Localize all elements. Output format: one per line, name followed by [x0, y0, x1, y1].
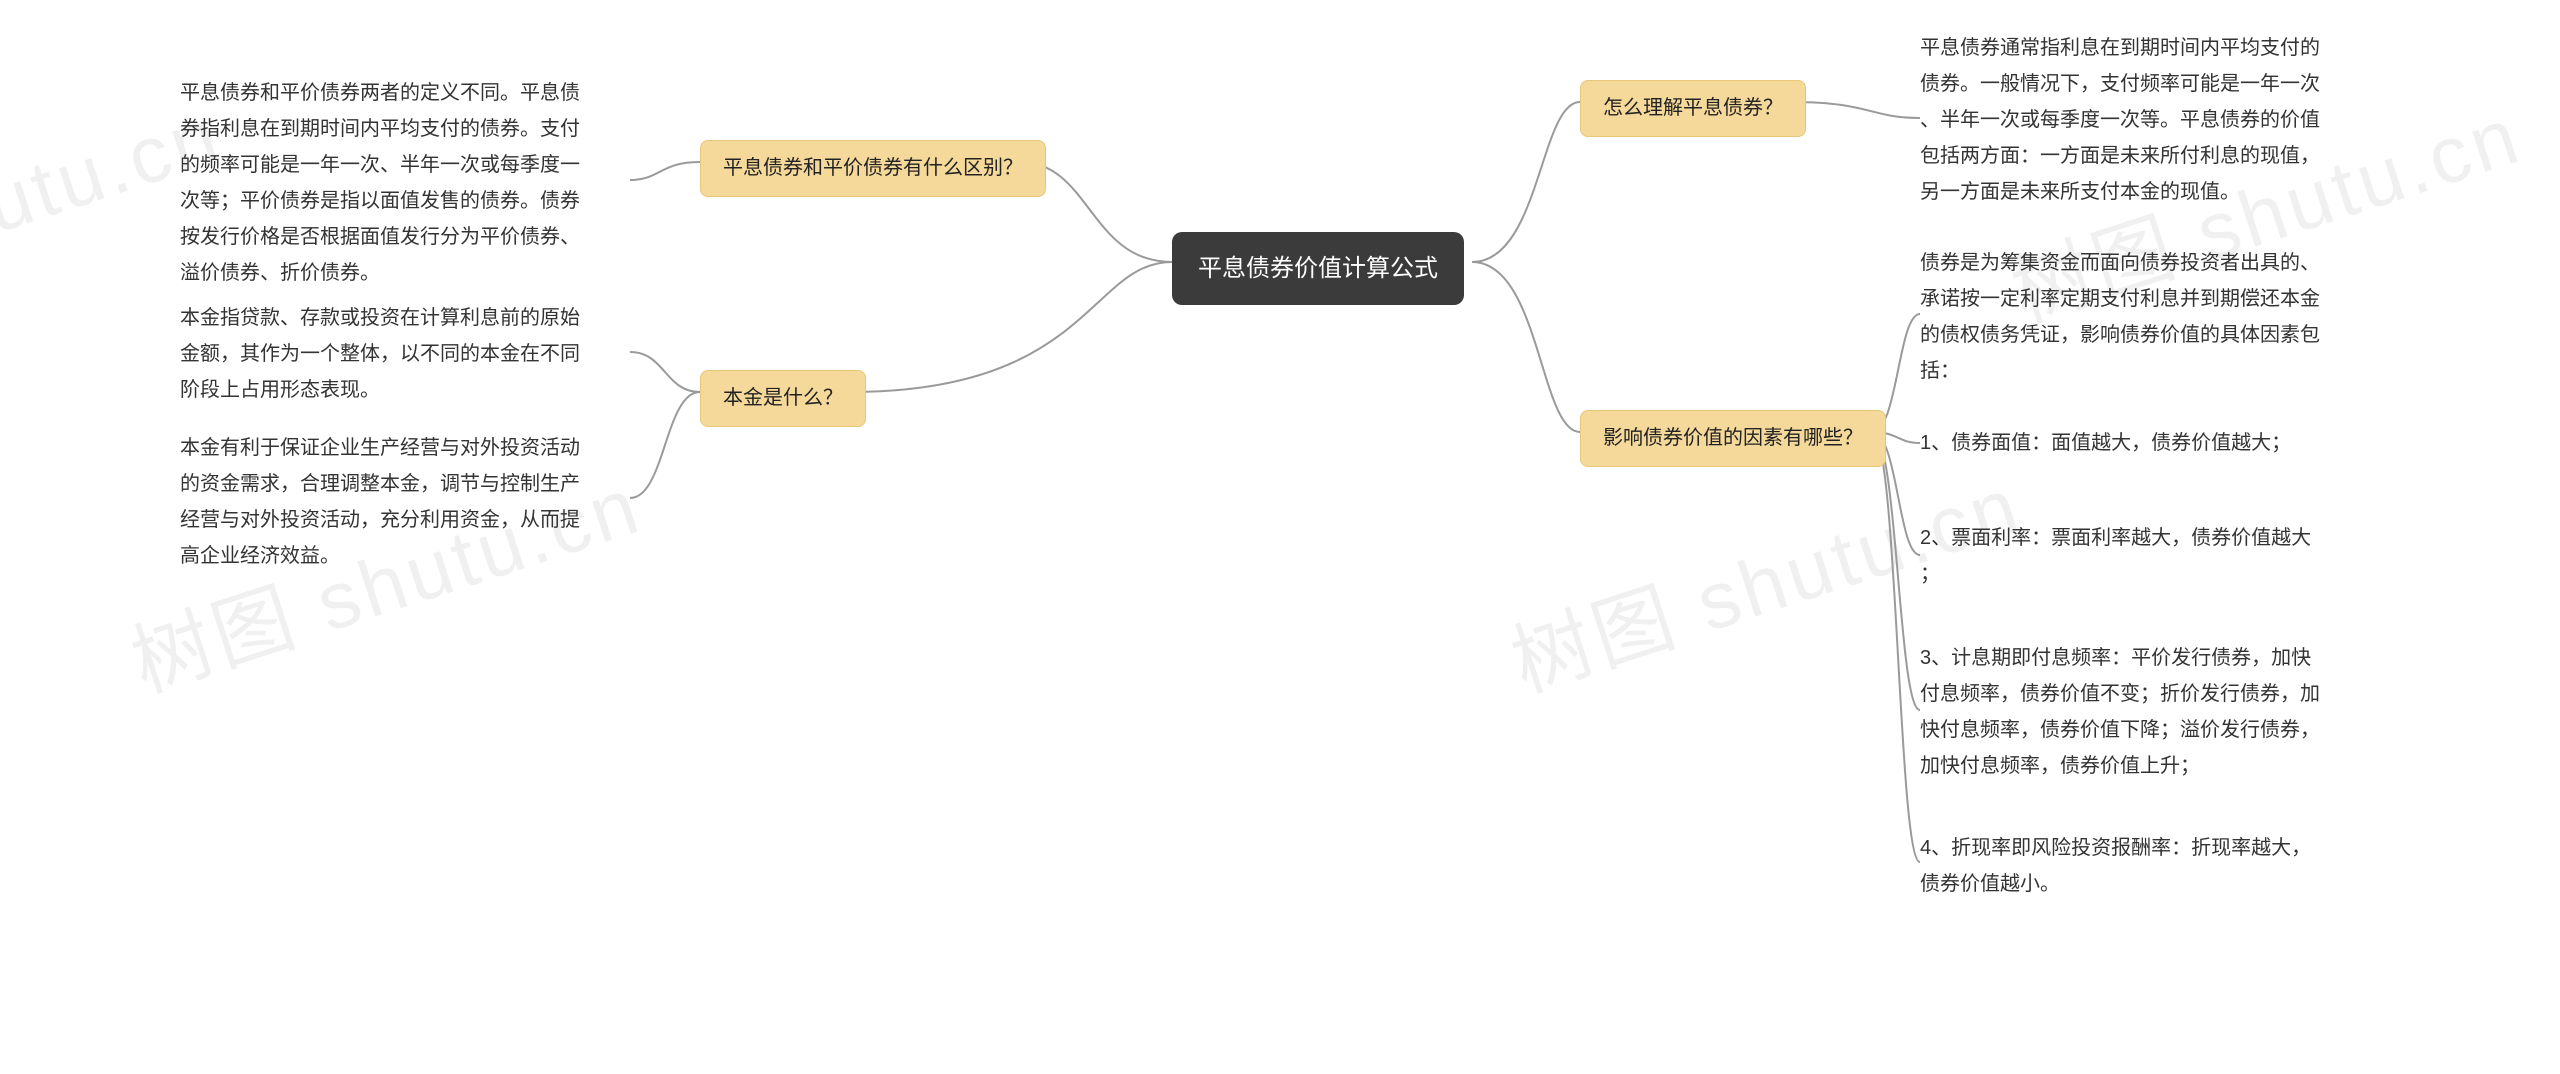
root-node[interactable]: 平息债券价值计算公式 [1172, 232, 1464, 305]
leaf-principal-1: 本金指贷款、存款或投资在计算利息前的原始 金额，其作为一个整体，以不同的本金在不… [180, 300, 630, 408]
leaf-factors-3: 2、票面利率：票面利率越大，债券价值越大 ； [1920, 520, 2370, 592]
leaf-principal-2: 本金有利于保证企业生产经营与对外投资活动 的资金需求，合理调整本金，调节与控制生… [180, 430, 630, 574]
leaf-factors-1: 债券是为筹集资金而面向债券投资者出具的、 承诺按一定利率定期支付利息并到期偿还本… [1920, 245, 2370, 389]
leaf-factors-5: 4、折现率即风险投资报酬率：折现率越大， 债券价值越小。 [1920, 830, 2370, 902]
leaf-factors-4: 3、计息期即付息频率：平价发行债券，加快 付息频率，债券价值不变；折价发行债券，… [1920, 640, 2370, 784]
sub-node-principal[interactable]: 本金是什么？ [700, 370, 866, 427]
leaf-diff-1: 平息债券和平价债券两者的定义不同。平息债 券指利息在到期时间内平均支付的债券。支… [180, 75, 630, 291]
sub-node-factors[interactable]: 影响债券价值的因素有哪些？ [1580, 410, 1886, 467]
leaf-understand-1: 平息债券通常指利息在到期时间内平均支付的 债券。一般情况下，支付频率可能是一年一… [1920, 30, 2370, 210]
leaf-factors-2: 1、债券面值：面值越大，债券价值越大； [1920, 425, 2370, 461]
sub-node-understand[interactable]: 怎么理解平息债券？ [1580, 80, 1806, 137]
sub-node-diff[interactable]: 平息债券和平价债券有什么区别？ [700, 140, 1046, 197]
